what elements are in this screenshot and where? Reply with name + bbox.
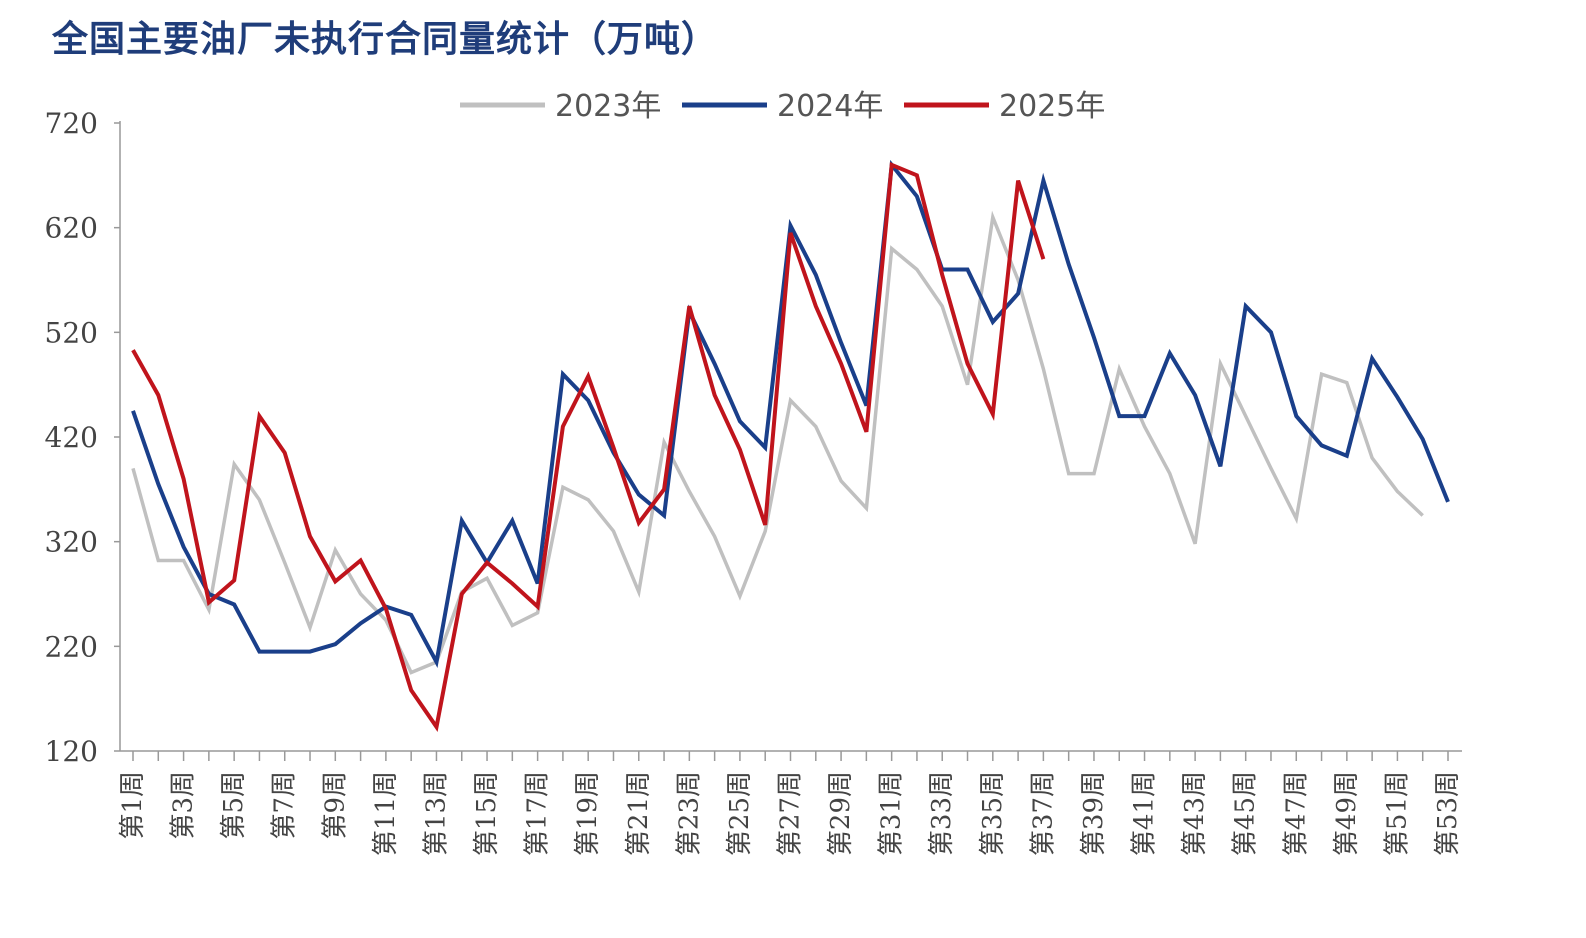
series-line-2024年 <box>131 159 1450 669</box>
x-tick-label: 第47周 <box>1281 771 1311 856</box>
x-tick-label: 第45周 <box>1231 771 1261 856</box>
y-tick-label: 520 <box>45 316 98 349</box>
x-tick-label: 第43周 <box>1180 771 1210 856</box>
x-tick-label: 第5周 <box>219 771 249 840</box>
x-tick-label: 第25周 <box>725 771 755 856</box>
x-tick-label: 第41周 <box>1130 771 1160 856</box>
y-tick-label: 120 <box>45 735 98 768</box>
x-tick-label: 第35周 <box>978 771 1008 856</box>
y-tick-label: 420 <box>45 421 98 454</box>
x-tick-label: 第21周 <box>624 771 654 856</box>
x-tick-label: 第27周 <box>776 771 806 856</box>
x-tick-label: 第19周 <box>573 771 603 856</box>
x-tick-label: 第9周 <box>320 771 350 840</box>
x-tick-label: 第29周 <box>826 771 856 856</box>
x-tick-label: 第7周 <box>270 771 300 840</box>
x-tick-label: 第15周 <box>472 771 502 856</box>
x-tick-label: 第11周 <box>371 771 401 856</box>
x-tick-label: 第17周 <box>523 771 553 856</box>
x-tick-label: 第23周 <box>674 771 704 856</box>
series-line-2025年 <box>131 162 1046 732</box>
x-tick-label: 第49周 <box>1332 771 1362 856</box>
x-tick-label: 第39周 <box>1079 771 1109 856</box>
chart-title: 全国主要油厂未执行合同量统计（万吨） <box>52 19 719 60</box>
y-tick-label: 220 <box>45 630 98 663</box>
x-tick-label: 第1周 <box>118 771 148 840</box>
series-line-2023年 <box>131 210 1424 675</box>
axes: 120 220 320 420 520 620 720 第1周 第3周 第5周 第7周 第9周 第11周… <box>45 107 1463 856</box>
legend-label-2023年: 2023年 <box>555 89 661 124</box>
legend-label-2024年: 2024年 <box>777 89 883 124</box>
x-tick-label: 第53周 <box>1433 771 1463 856</box>
legend: 2023年 2024年 2025年 <box>460 89 1105 124</box>
x-tick-label: 第3周 <box>169 771 199 840</box>
x-tick-label: 第37周 <box>1028 771 1058 856</box>
x-tick-label: 第33周 <box>927 771 957 856</box>
x-tick-label: 第51周 <box>1382 771 1412 856</box>
y-tick-label: 720 <box>45 107 98 140</box>
legend-label-2025年: 2025年 <box>999 89 1105 124</box>
x-tick-label: 第13周 <box>421 771 451 856</box>
x-tick-label: 第31周 <box>877 771 907 856</box>
y-tick-label: 320 <box>45 526 98 559</box>
y-tick-label: 620 <box>45 212 98 245</box>
series-lines <box>131 159 1450 732</box>
